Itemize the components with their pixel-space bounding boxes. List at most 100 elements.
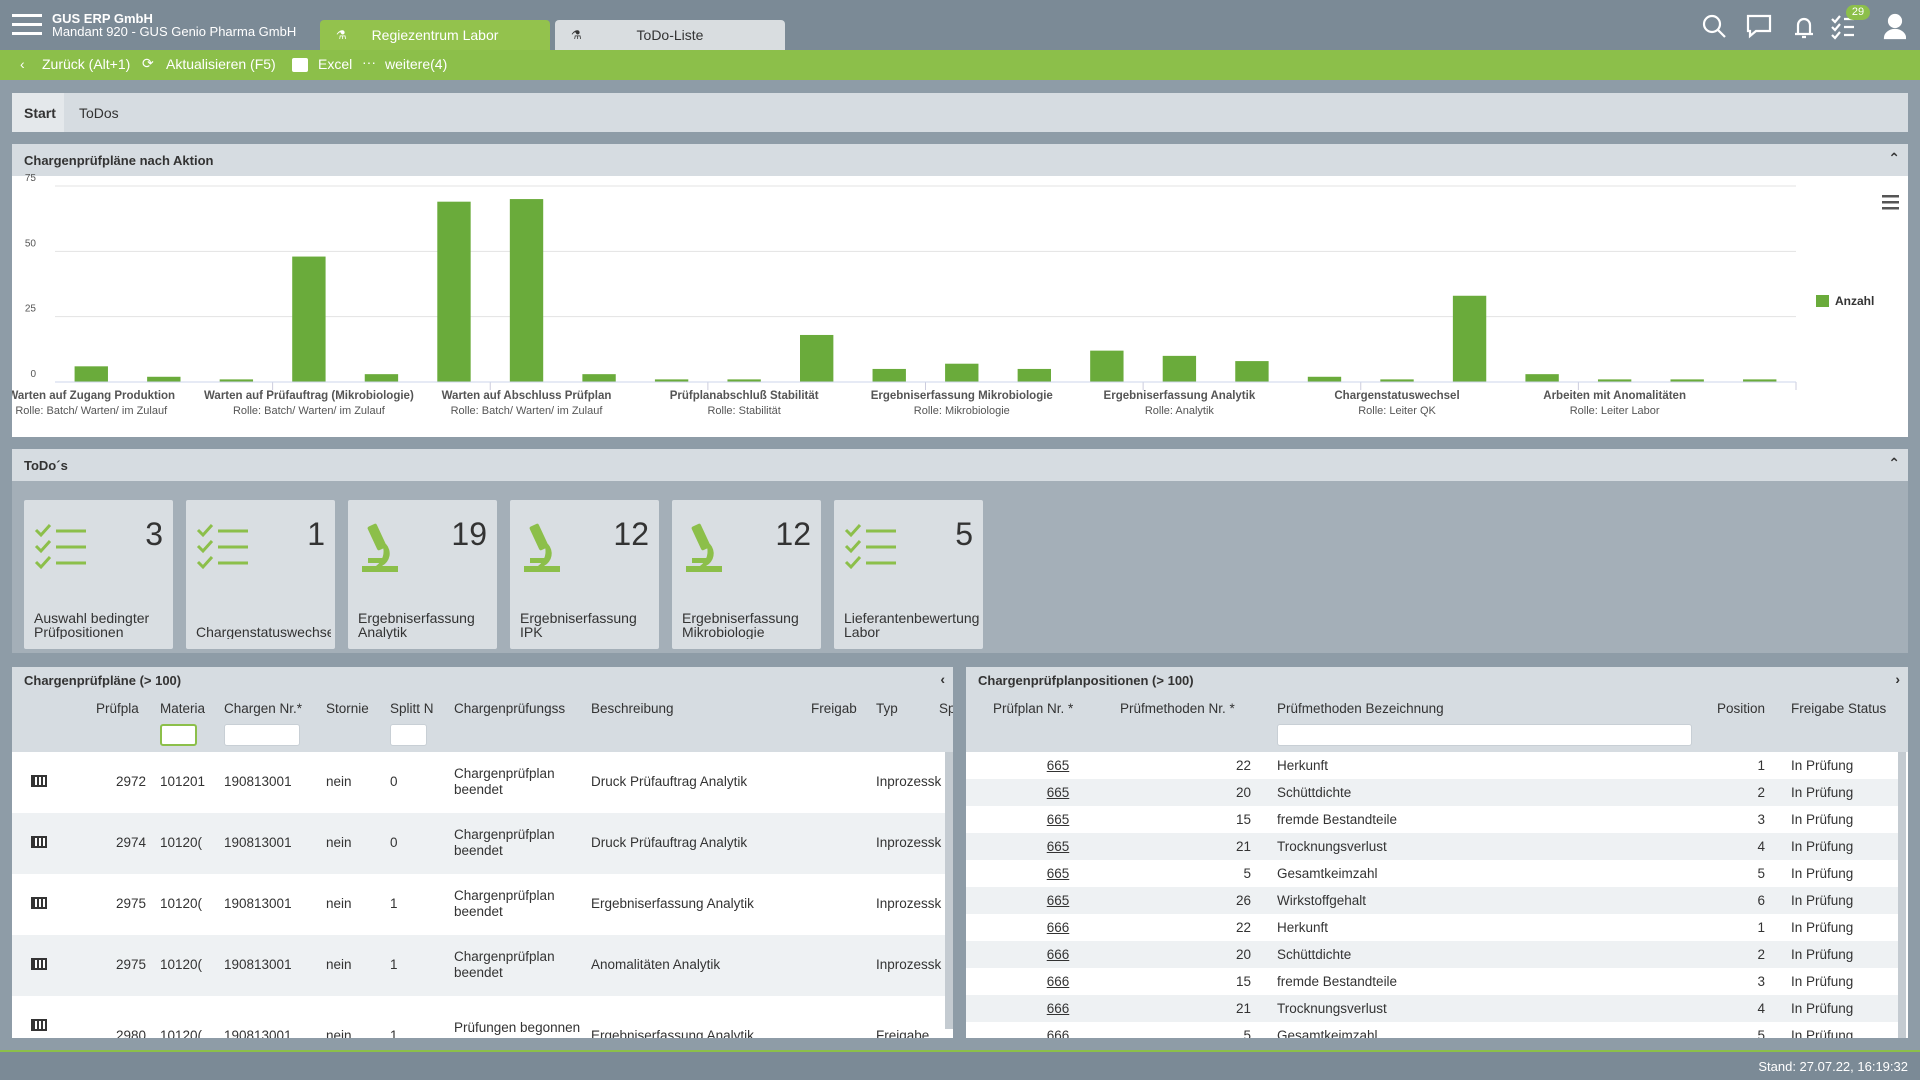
row-icon — [31, 836, 47, 848]
tile-label: Ergebniserfassung Analytik — [358, 611, 493, 639]
tile-label: Ergebniserfassung Mikrobiologie — [682, 611, 817, 639]
table-cell: 2975 — [96, 896, 146, 911]
link-cell[interactable]: 666 — [1026, 920, 1090, 935]
table-cell: In Prüfung — [1791, 866, 1891, 881]
table-cell: 26 — [1146, 893, 1251, 908]
bar — [1090, 351, 1123, 382]
link-cell[interactable]: 666 — [1026, 974, 1090, 989]
bar — [1308, 377, 1341, 382]
column-header[interactable]: Beschreibung — [591, 701, 807, 716]
link-cell[interactable]: 665 — [1026, 866, 1090, 881]
table-cell: 2972 — [96, 774, 146, 789]
x-tick-label: Ergebniserfassung Mikrobiologie — [871, 390, 1053, 402]
link-cell[interactable]: 665 — [1026, 758, 1090, 773]
link-cell[interactable]: 665 — [1026, 785, 1090, 800]
table-cell: In Prüfung — [1791, 785, 1891, 800]
table-cell: Druck Prüfauftrag Analytik — [591, 835, 807, 850]
right-table-panel: Chargenprüfplanpositionen (> 100) › Prüf… — [966, 667, 1908, 1038]
column-header[interactable]: Chargenprüfungss — [454, 701, 586, 716]
column-header[interactable]: Prüfmethoden Bezeichnung — [1277, 701, 1677, 716]
tab-active[interactable]: ⚗ Regiezentrum Labor — [320, 20, 550, 50]
column-header[interactable]: Prüfmethoden Nr. * — [1120, 701, 1250, 716]
todo-tile[interactable]: 12Ergebniserfassung IPK — [510, 500, 659, 649]
column-header[interactable]: Freigabe Status — [1791, 701, 1908, 716]
table-cell: 3 — [1706, 812, 1765, 827]
column-header[interactable]: Stornie — [326, 701, 384, 716]
toolbar-button[interactable]: Zurück (Alt+1) — [42, 56, 130, 72]
column-header[interactable]: Materia — [160, 701, 205, 716]
toolbar: ‹ Zurück (Alt+1) ⟳ Aktualisieren (F5) Ex… — [0, 50, 1920, 80]
table-cell: In Prüfung — [1791, 812, 1891, 827]
table-cell: In Prüfung — [1791, 1028, 1891, 1038]
bar — [873, 369, 906, 382]
tab-label: ToDo-Liste — [555, 27, 785, 43]
x-tick-label: Warten auf Abschluss Prüfplan — [442, 390, 612, 402]
column-header[interactable]: Splitt N — [390, 701, 450, 716]
table-cell: 2974 — [96, 835, 146, 850]
table-cell: Chargenprüfplan beendet — [454, 949, 586, 981]
todo-tile[interactable]: 1Chargenstatuswechsel — [186, 500, 335, 649]
left-table-panel: Chargenprüfpläne (> 100) ‹ PrüfplaMateri… — [12, 667, 953, 1038]
x-tick-sublabel: Rolle: Leiter Labor — [1570, 405, 1660, 417]
table-cell: 15 — [1146, 812, 1251, 827]
column-header[interactable]: Chargen Nr.* — [224, 701, 320, 716]
link-cell[interactable]: 666 — [1026, 1028, 1090, 1038]
todo-tile[interactable]: 3Auswahl bedingter Prüfpositionen — [24, 500, 173, 649]
table-cell: 10120( — [160, 957, 205, 972]
table-cell: fremde Bestandteile — [1277, 974, 1677, 989]
link-cell[interactable]: 665 — [1026, 812, 1090, 827]
tab[interactable]: ⚗ ToDo-Liste — [555, 20, 785, 50]
toolbar-button[interactable]: weitere(4) — [385, 56, 447, 72]
link-cell[interactable]: 665 — [1026, 893, 1090, 908]
column-header[interactable]: Prüfplan Nr. * — [993, 701, 1123, 716]
link-cell[interactable]: 666 — [1026, 947, 1090, 962]
table-cell: 15 — [1146, 974, 1251, 989]
page-tab[interactable]: ToDos — [79, 105, 119, 121]
x-tick-label: Warten auf Prüfauftrag (Mikrobiologie) — [204, 390, 414, 402]
table-cell: 1 — [390, 1028, 450, 1038]
table-cell: 21 — [1146, 1001, 1251, 1016]
x-tick-sublabel: Rolle: Leiter QK — [1358, 405, 1436, 417]
table-cell: 22 — [1146, 758, 1251, 773]
toolbar-button[interactable]: Aktualisieren (F5) — [166, 56, 276, 72]
table-cell: In Prüfung — [1791, 974, 1891, 989]
column-header[interactable]: Prüfpla — [96, 701, 146, 716]
todo-tile[interactable]: 12Ergebniserfassung Mikrobiologie — [672, 500, 821, 649]
column-header[interactable]: Typ — [876, 701, 942, 716]
legend-label: Anzahl — [1835, 294, 1874, 308]
table-cell: 5 — [1706, 1028, 1765, 1038]
x-tick-sublabel: Rolle: Batch/ Warten/ im Zulauf — [15, 405, 168, 417]
tile-icon — [358, 522, 412, 579]
toolbar-button[interactable]: Excel — [318, 56, 352, 72]
column-header[interactable]: Sp — [939, 701, 953, 716]
tile-label: Chargenstatuswechsel — [196, 625, 331, 639]
table-cell: In Prüfung — [1791, 893, 1891, 908]
table-cell: 5 — [1146, 866, 1251, 881]
table-cell: 1 — [390, 957, 450, 972]
y-tick-label: 0 — [30, 369, 36, 380]
bar — [1163, 356, 1196, 382]
x-tick-label: Warten auf Zugang Produktion — [12, 390, 175, 402]
table-cell: Inprozessk — [876, 896, 942, 911]
link-cell[interactable]: 665 — [1026, 839, 1090, 854]
header-icons — [1696, 10, 1906, 42]
chart-panel: Chargenprüfpläne nach Aktion ⌃ 0255075Wa… — [12, 144, 1908, 437]
table-cell: 0 — [390, 774, 450, 789]
table-cell: 1 — [390, 896, 450, 911]
row-icon — [31, 775, 47, 787]
page-tab[interactable]: Start — [24, 105, 56, 121]
table-cell: 2 — [1706, 785, 1765, 800]
column-header[interactable]: Freigab — [811, 701, 865, 716]
x-tick-sublabel: Rolle: Stabilität — [707, 405, 780, 417]
menu-button[interactable] — [12, 13, 42, 37]
table-cell: Gesamtkeimzahl — [1277, 866, 1677, 881]
link-cell[interactable]: 666 — [1026, 1001, 1090, 1016]
table-cell: Chargenprüfplan beendet — [454, 827, 586, 859]
table-cell: Trocknungsverlust — [1277, 1001, 1677, 1016]
table-cell: 190813001 — [224, 957, 320, 972]
table-cell: 5 — [1146, 1028, 1251, 1038]
todo-tile[interactable]: 19Ergebniserfassung Analytik — [348, 500, 497, 649]
bar — [945, 364, 978, 382]
todo-tile[interactable]: 5Lieferantenbewertung Labor — [834, 500, 983, 649]
